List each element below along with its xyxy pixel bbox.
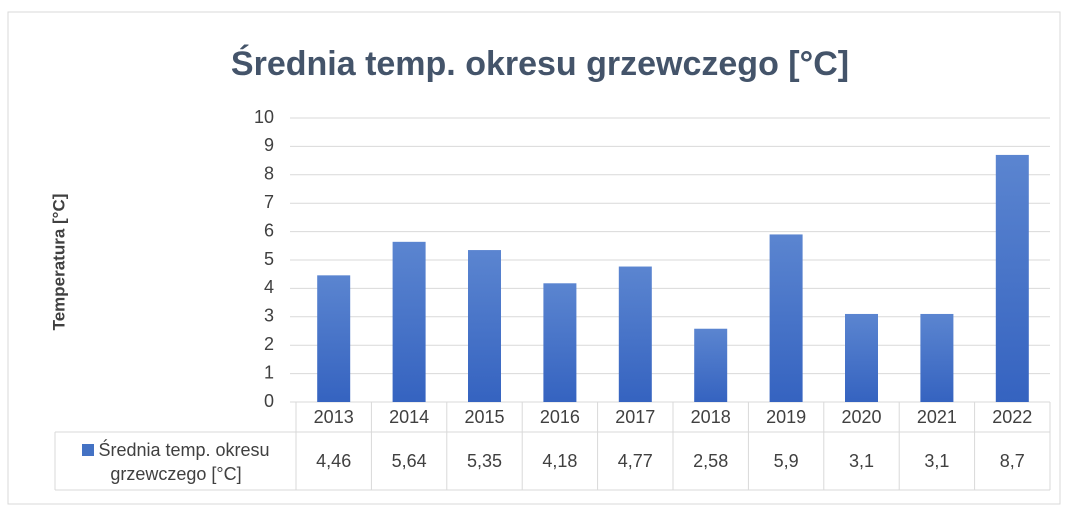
x-tick-label: 2021 [917, 407, 957, 427]
table-value: 2,58 [693, 451, 728, 471]
table-value: 4,77 [618, 451, 653, 471]
table-value: 8,7 [1000, 451, 1025, 471]
table-value: 5,35 [467, 451, 502, 471]
y-axis-title: Temperatura [°C] [49, 194, 68, 331]
bar [769, 234, 803, 402]
bar [317, 275, 351, 402]
bar [995, 154, 1029, 402]
x-tick-label: 2017 [615, 407, 655, 427]
bar [845, 313, 878, 402]
table-value: 4,46 [316, 451, 351, 471]
x-tick-label: 2022 [992, 407, 1032, 427]
bar [920, 313, 954, 402]
table-value: 3,1 [924, 451, 949, 471]
x-tick-label: 2015 [464, 407, 504, 427]
x-tick-label: 2016 [540, 407, 580, 427]
x-tick-label: 2013 [314, 407, 354, 427]
y-tick-label: 4 [264, 277, 274, 297]
chart-title: Średnia temp. okresu grzewczego [°C] [231, 45, 849, 83]
y-tick-label: 9 [264, 135, 274, 155]
table-value: 3,1 [849, 451, 874, 471]
bar [618, 266, 652, 402]
y-tick-label: 2 [264, 334, 274, 354]
y-tick-label: 3 [264, 306, 274, 326]
bar [543, 283, 577, 402]
table-value: 4,18 [542, 451, 577, 471]
y-tick-label: 7 [264, 192, 274, 212]
x-tick-label: 2020 [841, 407, 881, 427]
bar [694, 328, 728, 402]
legend-label: Średnia temp. okresu grzewczego [°C] [98, 440, 270, 484]
table-value: 5,9 [774, 451, 799, 471]
y-tick-label: 1 [264, 362, 274, 382]
bar [468, 250, 501, 402]
legend-swatch [82, 444, 95, 456]
y-tick-label: 8 [264, 164, 274, 184]
y-tick-label: 10 [254, 107, 274, 127]
chart-area [7, 11, 1061, 505]
y-tick-label: 5 [264, 249, 274, 269]
bar [392, 241, 426, 402]
x-tick-label: 2014 [389, 407, 429, 427]
x-tick-label: 2019 [766, 407, 806, 427]
y-tick-label: 6 [264, 220, 274, 240]
table-value: 5,64 [392, 451, 427, 471]
y-tick-label: 0 [264, 391, 274, 411]
x-tick-label: 2018 [691, 407, 731, 427]
legend: Średnia temp. okresu grzewczego [°C] [58, 438, 294, 486]
